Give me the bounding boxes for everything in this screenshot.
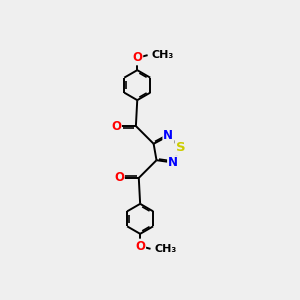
Text: N: N [168, 156, 178, 169]
Text: S: S [176, 141, 185, 154]
Text: N: N [163, 130, 173, 142]
Text: CH₃: CH₃ [154, 244, 177, 254]
Text: O: O [132, 51, 142, 64]
Text: CH₃: CH₃ [152, 50, 174, 60]
Text: O: O [111, 120, 121, 133]
Text: O: O [135, 240, 145, 253]
Text: O: O [114, 171, 124, 184]
